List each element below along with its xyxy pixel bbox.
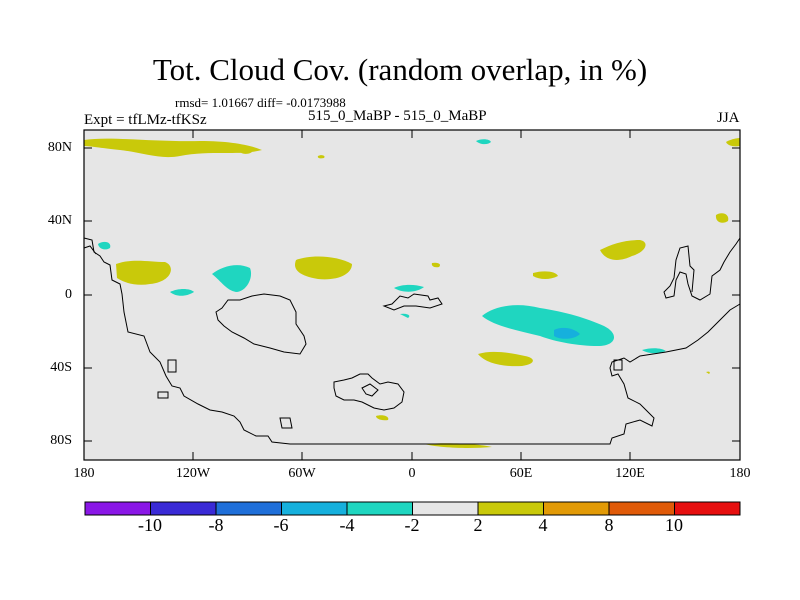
coastline — [663, 237, 741, 301]
anomaly-blob — [726, 138, 740, 147]
coastline — [361, 383, 379, 397]
anomaly-blob — [170, 289, 194, 296]
coastline — [382, 293, 443, 311]
colorbar-swatch — [150, 501, 217, 516]
anomaly-blob — [376, 415, 389, 421]
coastline — [83, 245, 97, 255]
colorbar-swatch — [477, 501, 544, 516]
anomaly-blob — [476, 139, 491, 145]
coastline — [279, 417, 293, 429]
coastline-outlines — [83, 237, 741, 445]
coastline — [157, 391, 169, 399]
anomaly-blob — [116, 260, 171, 285]
colorbar-swatch — [346, 501, 413, 516]
anomaly-blob — [715, 213, 729, 223]
anomaly-blob — [84, 138, 262, 158]
colorbar-label: 10 — [665, 515, 683, 535]
colorbar-label: -10 — [138, 515, 162, 535]
season-label: JJA — [717, 110, 740, 126]
plot-title: Tot. Cloud Cov. (random overlap, in %) — [152, 52, 648, 87]
colorbar-swatch — [84, 501, 151, 516]
anomaly-blob — [600, 240, 646, 260]
colorbar-swatch — [281, 501, 348, 516]
colorbar-label: 8 — [604, 515, 614, 535]
colorbar-label: -4 — [339, 515, 355, 535]
anomaly-blob — [212, 265, 252, 292]
coastline — [613, 359, 623, 371]
anomaly-blob — [98, 241, 111, 250]
negative-anomaly-regions — [98, 139, 666, 354]
x-axis-ticks — [192, 130, 631, 460]
anomaly-blob — [478, 351, 533, 367]
stats-label: rmsd= 1.01667 diff= -0.0173988 — [175, 95, 346, 110]
x-tick-label: 0 — [408, 466, 416, 481]
x-tick-label: 60W — [288, 466, 316, 481]
y-axis-ticks — [84, 147, 740, 442]
coastline — [215, 293, 307, 355]
colorbar-label: -2 — [404, 515, 420, 535]
center-subtitle: 515_0_MaBP - 515_0_MaBP — [308, 108, 487, 124]
y-tick-label: 80S — [50, 433, 72, 448]
coastline — [83, 237, 741, 445]
x-tick-label: 60E — [509, 466, 533, 481]
colorbar — [84, 501, 741, 516]
anomaly-blob — [642, 348, 666, 354]
anomaly-blob — [317, 155, 325, 159]
colorbar-label: 4 — [538, 515, 548, 535]
colorbar-swatch — [608, 501, 675, 516]
x-tick-label: 120E — [615, 466, 645, 481]
anomaly-blob — [482, 305, 615, 346]
colorbar-label: -6 — [273, 515, 289, 535]
positive-anomaly-regions — [84, 138, 740, 448]
colorbar-label: -8 — [208, 515, 224, 535]
anomaly-blob — [294, 256, 352, 280]
anomaly-blob — [394, 284, 424, 292]
coastline — [333, 373, 405, 411]
y-tick-label: 40N — [47, 213, 72, 228]
colorbar-swatch — [412, 501, 479, 516]
x-tick-label: 180 — [73, 466, 95, 481]
coastline — [167, 359, 177, 373]
x-tick-label: 120W — [175, 466, 211, 481]
colorbar-swatch — [674, 501, 741, 516]
colorbar-swatch — [215, 501, 282, 516]
anomaly-blob — [400, 313, 410, 318]
colorbar-label: 2 — [473, 515, 483, 535]
strong-negative-core — [554, 327, 580, 339]
anomaly-blob — [533, 271, 558, 279]
y-tick-label: 80N — [47, 140, 72, 155]
experiment-label: Expt = tfLMz-tfKSz — [84, 112, 207, 128]
anomaly-blob — [431, 262, 441, 268]
anomaly-blob — [706, 371, 710, 374]
x-tick-label: 180 — [729, 466, 751, 481]
y-tick-label: 40S — [50, 360, 72, 375]
colorbar-swatch — [543, 501, 610, 516]
y-tick-label: 0 — [65, 287, 72, 302]
anomaly-blob — [240, 149, 252, 154]
